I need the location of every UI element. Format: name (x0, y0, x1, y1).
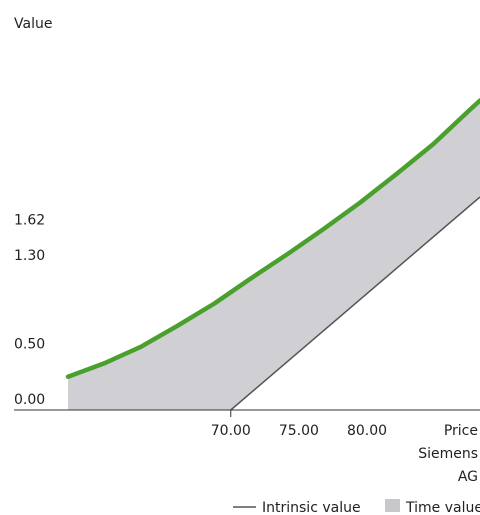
y-tick-label: 1.62 (14, 212, 45, 228)
x-tick-label: 80.00 (347, 423, 387, 439)
intrinsic-value-line (230, 196, 480, 411)
legend-box-swatch (385, 499, 400, 512)
legend-label: Intrinsic value (262, 500, 361, 515)
x-axis-label: Price Siemens AG (418, 423, 478, 485)
x-axis-label-line: AG (458, 469, 478, 485)
legend: Intrinsic value Time value (233, 499, 480, 515)
x-axis-label-line: Siemens (418, 446, 478, 462)
legend-item-intrinsic: Intrinsic value (233, 500, 361, 515)
y-tick-labels: 0.00 0.50 1.30 1.62 (14, 212, 45, 408)
x-tick-labels: 70.00 75.00 80.00 (211, 423, 387, 439)
y-tick-label: 0.50 (14, 337, 45, 353)
y-tick-label: 1.30 (14, 248, 45, 264)
y-tick-label: 0.00 (14, 392, 45, 408)
legend-item-time-value: Time value (385, 499, 480, 515)
option-value-line (65, 98, 480, 379)
x-tick-label: 70.00 (211, 423, 251, 439)
x-axis-label-line: Price (444, 423, 478, 439)
y-axis-label: Value (14, 16, 52, 32)
x-tick-label: 75.00 (279, 423, 319, 439)
time-value-area (68, 100, 480, 410)
legend-label: Time value (405, 500, 480, 515)
